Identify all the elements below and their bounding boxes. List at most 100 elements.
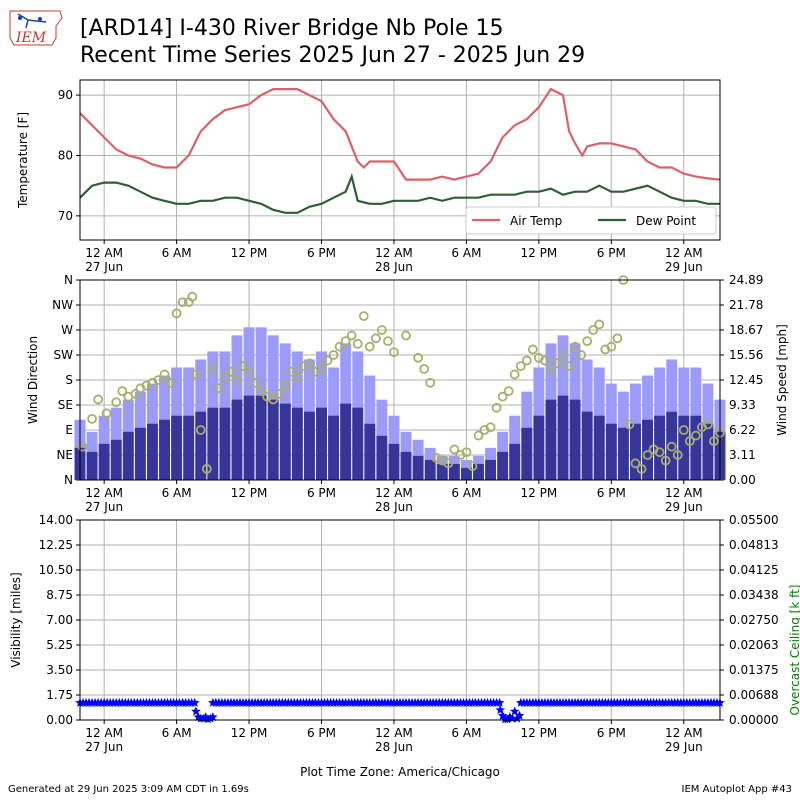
wind-speed-bar — [436, 463, 448, 480]
wind-direction-point — [709, 436, 719, 447]
wind-direction-point — [328, 350, 339, 360]
wind-direction-point — [220, 372, 230, 383]
vis-tick-label: 14.00 — [39, 513, 73, 527]
ceiling-tick-label: 0.05500 — [729, 513, 779, 527]
wind-direction-point — [540, 355, 550, 366]
wind-direction-point — [497, 391, 508, 402]
wind-speed-bar — [678, 415, 690, 480]
ceiling-tick-label: 0.02750 — [729, 613, 779, 627]
wind-direction-point — [546, 366, 556, 377]
ceiling-tick-label: 0.00000 — [729, 713, 779, 727]
wind-direction-point — [383, 336, 393, 347]
visibility-drop-point — [208, 712, 218, 722]
wind-speed-bar — [231, 399, 243, 480]
wind-speed-bar — [460, 467, 472, 480]
wind-speed-bar — [303, 411, 315, 480]
wind-speed-bar — [134, 427, 146, 480]
vis-xtick-label: 12 AM — [375, 726, 413, 740]
wind-direction-point — [93, 394, 104, 405]
wind-direction-point — [201, 463, 212, 474]
wind-dir-tick-label: W — [61, 323, 73, 337]
temp-ytick-label: 70 — [58, 209, 73, 223]
wind-direction-point — [280, 380, 291, 391]
wind-ylabel-right: Wind Speed [mph] — [775, 324, 789, 436]
wind-direction-point — [191, 369, 201, 380]
visibility-drop-point — [191, 706, 201, 716]
vis-xtick-label: 6 PM — [597, 726, 626, 740]
wind-xtick-label: 12 PM — [231, 486, 268, 500]
visibility-drop-point — [514, 710, 525, 720]
wind-direction-point — [473, 430, 484, 441]
wind-speed-tick-label: 15.56 — [729, 348, 763, 362]
vis-xtick-label: 6 PM — [307, 726, 336, 740]
wind-direction-point — [334, 341, 345, 352]
wind-direction-point — [509, 369, 520, 380]
wind-speed-bar — [159, 419, 170, 480]
temp-ylabel: Temperature [F] — [16, 112, 30, 209]
temp-xtick-label: 12 AM — [665, 246, 703, 260]
ceiling-tick-label: 0.02063 — [729, 638, 779, 652]
wind-direction-point — [503, 386, 514, 397]
wind-speed-bar — [147, 423, 158, 480]
wind-speed-bar — [412, 455, 424, 480]
ceiling-ylabel-right: Overcast Ceiling [k ft] — [788, 585, 800, 716]
wind-speed-bar — [581, 411, 593, 480]
wind-direction-point — [364, 341, 375, 352]
wind-xtick-date: 29 Jun — [665, 500, 703, 514]
wind-speed-bar — [388, 443, 400, 480]
wind-direction-point — [491, 402, 502, 413]
wind-direction-point — [213, 383, 224, 394]
wind-xtick-date: 27 Jun — [85, 500, 123, 514]
wind-direction-point — [690, 430, 701, 441]
wind-speed-bar — [352, 407, 364, 480]
wind-speed-bar — [340, 403, 352, 480]
wind-direction-point — [449, 444, 460, 455]
wind-direction-point — [558, 350, 568, 360]
temp-xtick-label: 6 AM — [451, 246, 481, 260]
iem-logo: IEM — [6, 8, 64, 48]
wind-direction-point — [370, 333, 381, 344]
wind-xtick-label: 12 AM — [375, 486, 413, 500]
wind-direction-point — [419, 363, 430, 374]
vis-tick-label: 10.50 — [39, 563, 73, 577]
wind-direction-point — [238, 361, 248, 372]
chart-title-line2: Recent Time Series 2025 Jun 27 - 2025 Ju… — [80, 43, 586, 68]
vis-ylabel-left: Visibility [miles] — [9, 572, 23, 667]
iem-logo-text: IEM — [16, 30, 47, 46]
wind-speed-bar — [617, 427, 629, 480]
wind-xtick-label: 12 AM — [85, 486, 123, 500]
wind-direction-point — [461, 447, 472, 458]
wind-direction-point — [153, 375, 164, 385]
wind-dir-tick-label: SW — [54, 348, 74, 362]
wind-speed-bar — [424, 459, 436, 480]
wind-direction-point — [672, 450, 683, 460]
wind-direction-point — [195, 425, 206, 435]
temp-xtick-label: 6 PM — [597, 246, 626, 260]
wind-speed-bar — [400, 451, 412, 480]
wind-dir-tick-label: SE — [58, 398, 73, 412]
vis-xtick-label: 6 AM — [451, 726, 481, 740]
wind-speed-bar — [267, 399, 279, 480]
wind-dir-tick-label: N — [64, 473, 73, 487]
temp-axes-frame — [79, 79, 721, 241]
wind-direction-point — [660, 455, 671, 466]
wind-direction-point — [286, 366, 297, 377]
wind-speed-bar — [605, 423, 617, 480]
vis-tick-label: 0.00 — [46, 713, 73, 727]
wind-speed-bar — [630, 423, 641, 480]
wind-speed-bar — [569, 399, 581, 480]
wind-direction-point — [130, 388, 141, 399]
temp-ytick-label: 80 — [58, 148, 73, 162]
temp-xtick-label: 12 AM — [375, 246, 413, 260]
wind-speed-tick-label: 21.78 — [729, 298, 763, 312]
temp-xtick-label: 6 AM — [162, 246, 192, 260]
chart-title-line1: [ARD14] I-430 River Bridge Nb Pole 15 — [80, 16, 504, 41]
wind-direction-point — [256, 386, 267, 397]
vis-xtick-label: 12 AM — [665, 726, 703, 740]
wind-direction-point — [630, 458, 641, 469]
wind-speed-bar — [207, 407, 219, 480]
wind-direction-point — [207, 363, 218, 374]
vis-tick-label: 1.75 — [46, 688, 73, 702]
wind-speed-bar — [485, 459, 497, 480]
